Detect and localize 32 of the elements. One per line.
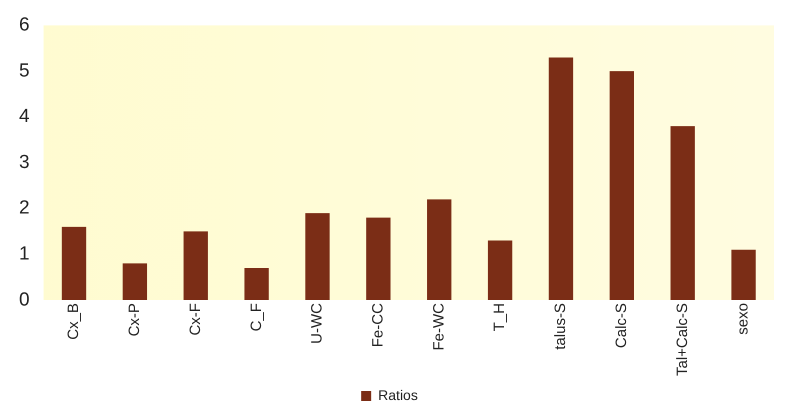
- x-tick-label: Calc-S: [612, 303, 630, 348]
- x-tick-label: Cx_B: [65, 303, 82, 340]
- bar: [610, 71, 634, 300]
- x-tick-label: Cx-F: [186, 303, 204, 336]
- y-tick-label: 4: [18, 106, 30, 128]
- bar: [305, 213, 330, 300]
- bar: [670, 126, 695, 300]
- bar: [427, 199, 452, 300]
- x-tick-label: Tal+Calc-S: [674, 303, 691, 376]
- y-tick-label: 3: [18, 152, 30, 173]
- y-tick-label: 6: [18, 14, 30, 36]
- x-tick-label: talus-S: [552, 303, 570, 350]
- bar: [184, 231, 208, 300]
- bar: [62, 226, 86, 300]
- y-tick-label: 5: [18, 60, 30, 82]
- x-tick-label: T_H: [491, 303, 508, 332]
- bar: [488, 240, 512, 300]
- bar: [122, 263, 148, 300]
- y-tick-label: 1: [18, 244, 30, 265]
- x-tick-label: Cx-P: [126, 303, 144, 336]
- x-tick-label: Fe-WC: [430, 302, 448, 351]
- y-tick-label: 2: [18, 198, 30, 219]
- x-tick-label: sexo: [734, 303, 752, 335]
- y-tick-label: 0: [18, 289, 30, 310]
- x-tick-label: U-WC: [308, 302, 326, 344]
- bar: [244, 268, 269, 300]
- bar: [366, 218, 391, 300]
- x-tick-label: Fe-CC: [369, 302, 386, 348]
- bar: [548, 57, 574, 300]
- legend-label: Ratios: [378, 386, 418, 403]
- x-tick-label: C_F: [248, 303, 265, 332]
- bar: [731, 250, 756, 300]
